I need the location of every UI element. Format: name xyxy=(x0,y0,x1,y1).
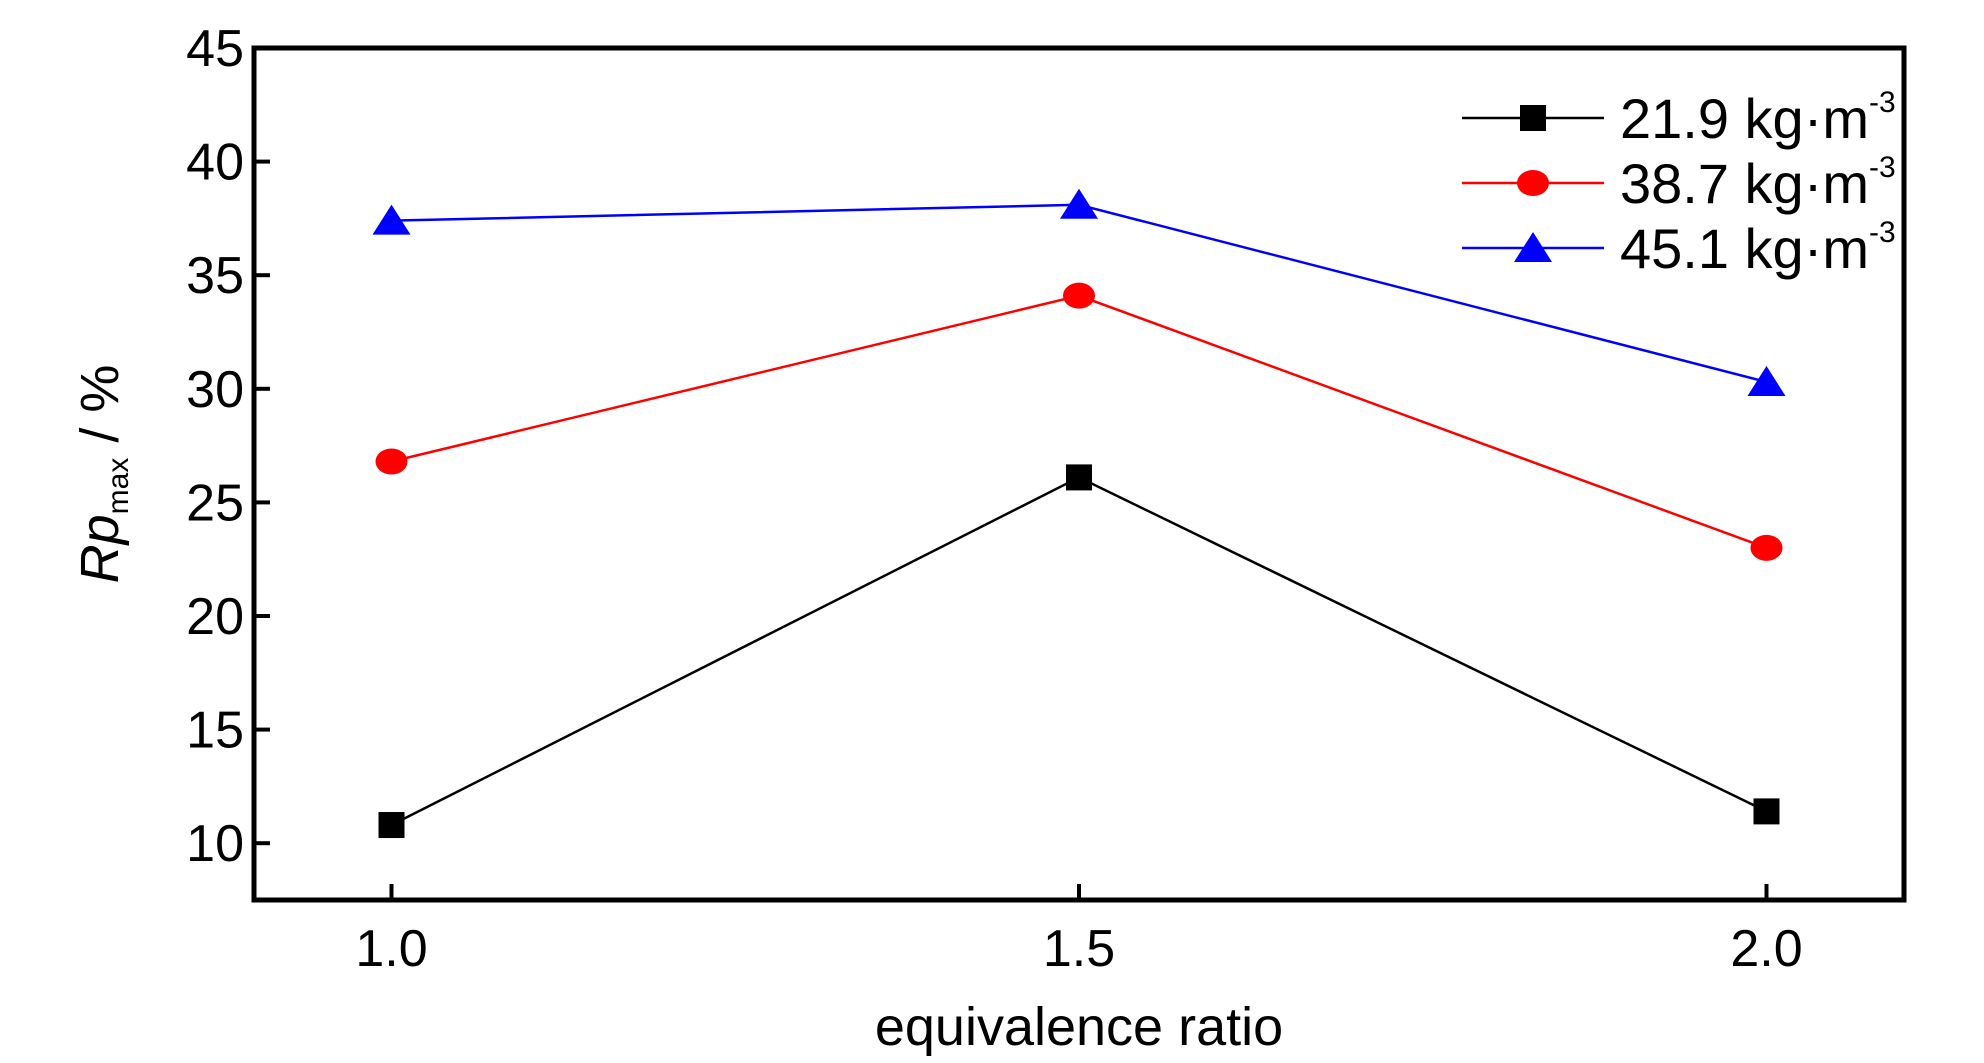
y-axis-title-main: Rp xyxy=(70,514,130,583)
legend-label: 38.7 kg·m-3 xyxy=(1620,151,1896,215)
y-axis: 10 15 20 25 30 35 40 45 xyxy=(186,20,270,873)
data-point xyxy=(1750,534,1783,561)
y-tick-label: 35 xyxy=(186,247,244,305)
legend-label: 21.9 kg·m-3 xyxy=(1620,86,1896,150)
y-tick-label: 10 xyxy=(186,815,244,873)
series-line xyxy=(391,294,1767,550)
y-tick-label: 40 xyxy=(186,134,244,192)
data-point xyxy=(1066,464,1092,491)
y-axis-title-suffix: / % xyxy=(70,365,130,458)
x-axis-title: equivalence ratio xyxy=(875,997,1283,1057)
legend-item: 45.1 kg·m-3 xyxy=(1462,216,1896,280)
y-tick-label: 30 xyxy=(186,361,244,419)
series-2 xyxy=(375,282,1783,561)
data-point xyxy=(1063,282,1095,309)
data-point xyxy=(375,448,408,475)
x-tick-label: 1.5 xyxy=(1043,920,1115,978)
legend-label: 45.1 kg·m-3 xyxy=(1620,216,1896,280)
y-tick-label: 45 xyxy=(186,20,244,78)
data-point xyxy=(1753,798,1780,825)
data-point xyxy=(372,204,411,235)
y-axis-title-subscript: max xyxy=(102,458,135,515)
series-1 xyxy=(378,464,1780,839)
legend: 21.9 kg·m-338.7 kg·m-345.1 kg·m-3 xyxy=(1462,86,1896,280)
series-layer xyxy=(372,188,1786,839)
legend-marker xyxy=(1517,170,1549,196)
x-axis: 1.0 1.5 2.0 xyxy=(355,884,1803,978)
data-point xyxy=(378,812,405,839)
x-tick-label: 1.0 xyxy=(355,920,427,978)
y-axis-title: Rpmax / % xyxy=(70,365,135,584)
x-tick-label: 2.0 xyxy=(1730,920,1802,978)
data-point xyxy=(1060,188,1098,219)
y-tick-label: 25 xyxy=(186,474,244,532)
series-3 xyxy=(372,188,1786,396)
y-tick-label: 15 xyxy=(186,702,244,760)
legend-marker xyxy=(1514,232,1552,262)
legend-marker xyxy=(1520,105,1546,131)
legend-item: 38.7 kg·m-3 xyxy=(1462,151,1896,215)
series-line xyxy=(390,476,1768,827)
y-tick-label: 20 xyxy=(186,588,244,646)
data-point xyxy=(1747,365,1786,396)
legend-item: 21.9 kg·m-3 xyxy=(1462,86,1896,150)
